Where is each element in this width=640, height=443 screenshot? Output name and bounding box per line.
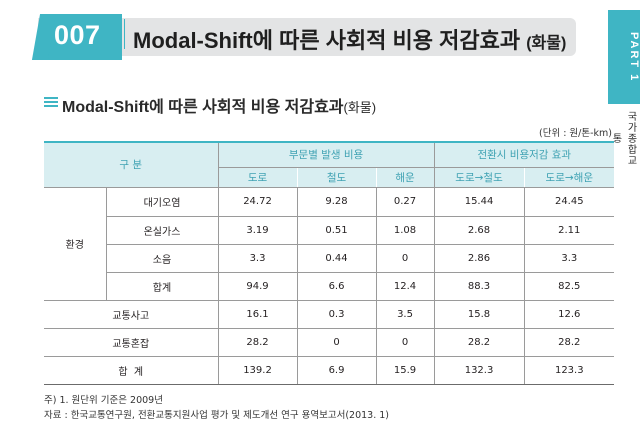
table-row-total: 합 계 139.2 6.9 15.9 132.3 123.3 bbox=[44, 356, 615, 386]
cell: 139.2 bbox=[217, 356, 298, 386]
table-row: 온실가스 3.19 0.51 1.08 2.68 2.11 bbox=[44, 216, 615, 245]
row-label: 대기오염 bbox=[105, 187, 219, 217]
cell: 0.51 bbox=[296, 216, 377, 245]
header-divider bbox=[124, 19, 125, 49]
cell: 28.2 bbox=[433, 328, 525, 357]
page-title-sub: (화물) bbox=[526, 35, 567, 52]
chapter-badge bbox=[44, 14, 122, 60]
row-label: 온실가스 bbox=[105, 216, 219, 245]
cell: 82.5 bbox=[523, 272, 615, 301]
table-row: 환경 대기오염 24.72 9.28 0.27 15.44 24.45 bbox=[44, 187, 615, 301]
cell: 9.28 bbox=[296, 187, 377, 217]
header-category: 구 분 bbox=[44, 141, 219, 188]
cell: 15.8 bbox=[433, 300, 525, 329]
cell: 0.3 bbox=[296, 300, 377, 329]
cell: 28.2 bbox=[217, 328, 298, 357]
cell: 0.44 bbox=[296, 244, 377, 273]
cell: 16.1 bbox=[217, 300, 298, 329]
cell: 24.45 bbox=[523, 187, 615, 217]
cell: 1.08 bbox=[375, 216, 435, 245]
header-col-sea: 해운 bbox=[375, 167, 435, 188]
section-title-sub: (화물) bbox=[343, 100, 377, 115]
header-col-road: 도로 bbox=[217, 167, 298, 188]
cell: 94.9 bbox=[217, 272, 298, 301]
cost-table: 구 분 부문별 발생 비용 전환시 비용저감 효과 도로 철도 해운 도로→철도… bbox=[44, 141, 615, 386]
section-title: Modal-Shift에 따른 사회적 비용 저감효과(화물) bbox=[62, 93, 462, 116]
cell: 28.2 bbox=[523, 328, 615, 357]
header-col-rail: 철도 bbox=[296, 167, 377, 188]
section-bars-icon bbox=[44, 97, 58, 109]
footnotes: 주) 1. 원단위 기준은 2009년 자료 : 한국교통연구원, 전환교통지원… bbox=[44, 393, 604, 429]
page-title: Modal-Shift에 따른 사회적 비용 저감효과 (화물) bbox=[133, 23, 573, 55]
cell: 0 bbox=[296, 328, 377, 357]
row-label: 교통혼잡 bbox=[44, 328, 219, 357]
header-col-road-to-sea: 도로→해운 bbox=[523, 167, 615, 188]
cell: 6.9 bbox=[296, 356, 377, 386]
cell: 0 bbox=[375, 244, 435, 273]
cell: 3.5 bbox=[375, 300, 435, 329]
row-label: 합계 bbox=[105, 272, 219, 301]
cell: 3.3 bbox=[217, 244, 298, 273]
cell: 12.6 bbox=[523, 300, 615, 329]
footnote-base-year: 주) 1. 원단위 기준은 2009년 bbox=[44, 395, 163, 406]
cell: 0 bbox=[375, 328, 435, 357]
cell: 15.44 bbox=[433, 187, 525, 217]
cell: 2.68 bbox=[433, 216, 525, 245]
section-title-main: Modal-Shift에 따른 사회적 비용 저감효과 bbox=[62, 99, 344, 116]
cell: 6.6 bbox=[296, 272, 377, 301]
cell: 123.3 bbox=[523, 356, 615, 386]
table-row: 소음 3.3 0.44 0 2.86 3.3 bbox=[44, 244, 615, 273]
cell: 24.72 bbox=[217, 187, 298, 217]
cell: 2.86 bbox=[433, 244, 525, 273]
header-group-savings: 전환시 비용저감 효과 bbox=[433, 141, 615, 168]
page-title-main: Modal-Shift에 따른 사회적 비용 저감효과 bbox=[133, 28, 521, 53]
cell: 88.3 bbox=[433, 272, 525, 301]
row-group-environment: 환경 bbox=[44, 187, 106, 301]
table-row: 합계 94.9 6.6 12.4 88.3 82.5 bbox=[44, 272, 615, 301]
cell: 12.4 bbox=[375, 272, 435, 301]
part-subtitle: 국가종합교통 bbox=[610, 110, 636, 166]
part-tab bbox=[608, 10, 640, 104]
header-group-costs: 부문별 발생 비용 bbox=[217, 141, 435, 168]
header-banner bbox=[38, 18, 576, 56]
cell: 3.19 bbox=[217, 216, 298, 245]
unit-label: (단위 : 원/톤-km) bbox=[539, 128, 612, 139]
table-row: 교통사고 16.1 0.3 3.5 15.8 12.6 bbox=[44, 300, 615, 329]
footnote-source: 자료 : 한국교통연구원, 전환교통지원사업 평가 및 제도개선 연구 용역보고… bbox=[44, 410, 389, 421]
part-label: PART 1 bbox=[628, 31, 640, 83]
cell: 132.3 bbox=[433, 356, 525, 386]
chapter-number: 007 bbox=[54, 20, 101, 50]
row-label: 합 계 bbox=[44, 356, 219, 386]
row-label: 소음 bbox=[105, 244, 219, 273]
cell: 15.9 bbox=[375, 356, 435, 386]
table-row: 교통혼잡 28.2 0 0 28.2 28.2 bbox=[44, 328, 615, 357]
row-label: 교통사고 bbox=[44, 300, 219, 329]
cell: 2.11 bbox=[523, 216, 615, 245]
cell: 3.3 bbox=[523, 244, 615, 273]
header-col-road-to-rail: 도로→철도 bbox=[433, 167, 525, 188]
cell: 0.27 bbox=[375, 187, 435, 217]
